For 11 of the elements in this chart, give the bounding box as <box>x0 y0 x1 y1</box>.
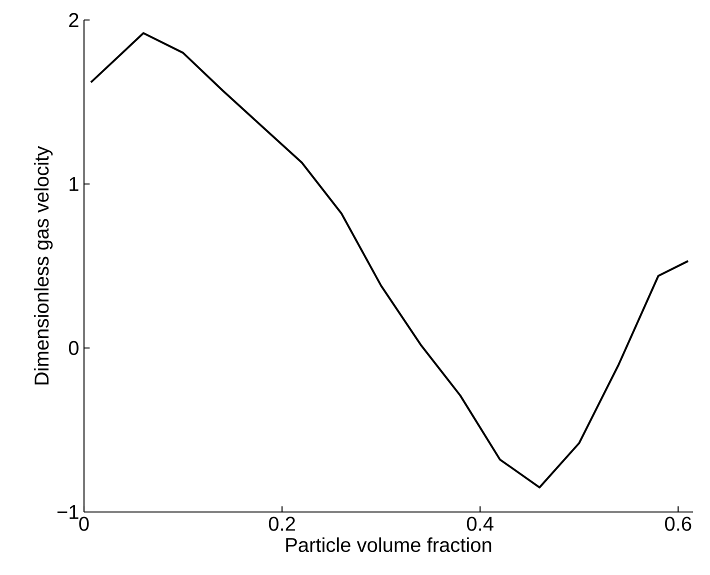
y-tick-label: −1 <box>57 505 78 519</box>
x-tick-label: 0.2 <box>268 516 295 531</box>
line-series <box>90 32 690 488</box>
x-tick-label: 0.6 <box>665 516 692 531</box>
y-axis-title: Dimensionless gas velocity <box>34 146 53 384</box>
x-tick-label: 0 <box>79 516 89 531</box>
x-tick-label: 0.4 <box>466 516 494 531</box>
y-tick-label: 1 <box>70 177 78 191</box>
x-axis-title: Particle volume fraction <box>286 537 492 552</box>
y-tick-label: 2 <box>69 13 78 27</box>
y-tick-label: 0 <box>68 340 78 356</box>
